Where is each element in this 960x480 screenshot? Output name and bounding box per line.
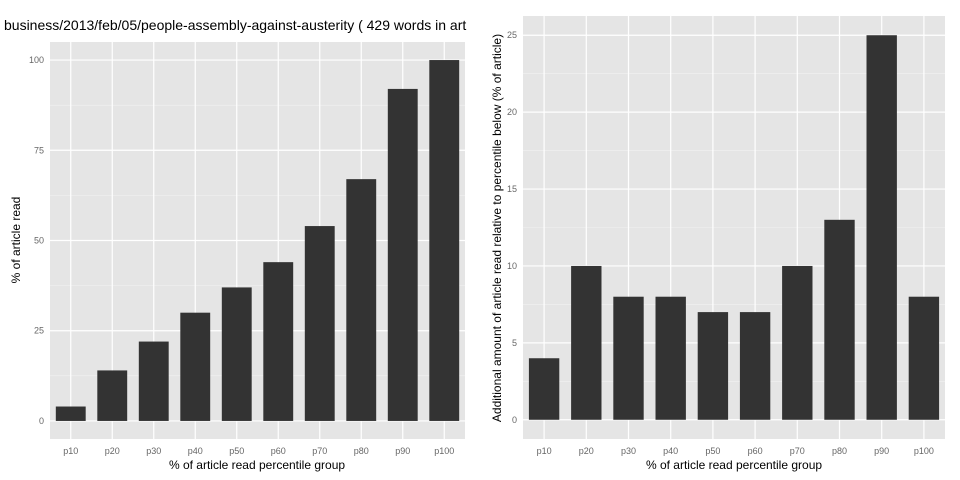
right-y-tick-label: 5 (512, 338, 517, 348)
right-x-tick-label: p70 (790, 446, 805, 456)
left-y-axis-label: % of article read (9, 197, 23, 284)
right-x-tick-label: p40 (663, 446, 678, 456)
left-bar-p20 (97, 370, 128, 421)
right-bar-p70 (782, 265, 813, 420)
left-x-tick-label: p60 (271, 446, 286, 456)
right-bar-p20 (571, 265, 602, 420)
left-x-tick-labels: p10 p20 p30 p40 p50 p60 p70 p80 p90 p100 (63, 446, 454, 456)
right-y-tick-label: 0 (512, 415, 517, 425)
right-bar-p80 (824, 219, 855, 420)
left-y-tick-label: 0 (39, 416, 44, 426)
right-x-axis-label: % of article read percentile group (646, 458, 822, 472)
right-x-tick-labels: p10 p20 p30 p40 p50 p60 p70 p80 p90 p100 (537, 446, 934, 456)
right-x-tick-label: p90 (874, 446, 889, 456)
left-bar-p50 (221, 287, 252, 421)
right-bar-p50 (697, 312, 729, 420)
left-y-tick-labels: 0 25 50 75 100 (29, 55, 44, 426)
right-bar-p40 (655, 296, 686, 420)
left-y-tick-label: 25 (34, 326, 44, 336)
right-x-tick-label: p60 (748, 446, 763, 456)
left-bar-p60 (263, 262, 294, 421)
left-bar-p70 (304, 226, 335, 421)
right-bar-p60 (739, 312, 771, 420)
right-y-tick-label: 20 (507, 107, 517, 117)
right-y-tick-label: 15 (507, 184, 517, 194)
left-x-tick-label: p100 (434, 446, 454, 456)
left-bar-p80 (346, 179, 377, 421)
right-bar-p10 (528, 358, 560, 420)
left-x-tick-label: p90 (395, 446, 410, 456)
left-bar-p90 (387, 88, 418, 421)
right-bars (528, 35, 940, 420)
right-y-tick-label: 10 (507, 261, 517, 271)
left-x-tick-label: p20 (105, 446, 120, 456)
right-x-tick-label: p20 (579, 446, 594, 456)
right-x-tick-label: p10 (537, 446, 552, 456)
left-bar-p10 (55, 406, 86, 421)
left-x-tick-label: p80 (354, 446, 369, 456)
right-bar-p100 (908, 296, 940, 420)
right-bar-p90 (866, 35, 897, 420)
left-x-tick-label: p40 (188, 446, 203, 456)
left-y-tick-label: 50 (34, 236, 44, 246)
left-bar-p100 (429, 60, 460, 421)
left-bar-p30 (138, 341, 169, 421)
right-x-tick-label: p80 (832, 446, 847, 456)
right-y-axis-label: Additional amount of article read relati… (490, 34, 504, 422)
left-x-tick-label: p10 (63, 446, 78, 456)
right-bar-p30 (613, 296, 644, 420)
left-y-tick-label: 75 (34, 145, 44, 155)
right-x-tick-label: p50 (705, 446, 720, 456)
right-x-tick-label: p30 (621, 446, 636, 456)
left-x-tick-label: p30 (146, 446, 161, 456)
left-bars (55, 60, 460, 421)
right-y-tick-label: 25 (507, 30, 517, 40)
left-bar-p40 (180, 312, 211, 421)
left-x-tick-label: p70 (312, 446, 327, 456)
chart-title: business/2013/feb/05/people-assembly-aga… (4, 17, 466, 33)
right-x-tick-label: p100 (914, 446, 934, 456)
left-y-tick-label: 100 (29, 55, 44, 65)
right-y-tick-labels: 0 5 10 15 20 25 (507, 30, 517, 425)
left-x-axis-label: % of article read percentile group (169, 458, 345, 472)
left-x-tick-label: p50 (229, 446, 244, 456)
